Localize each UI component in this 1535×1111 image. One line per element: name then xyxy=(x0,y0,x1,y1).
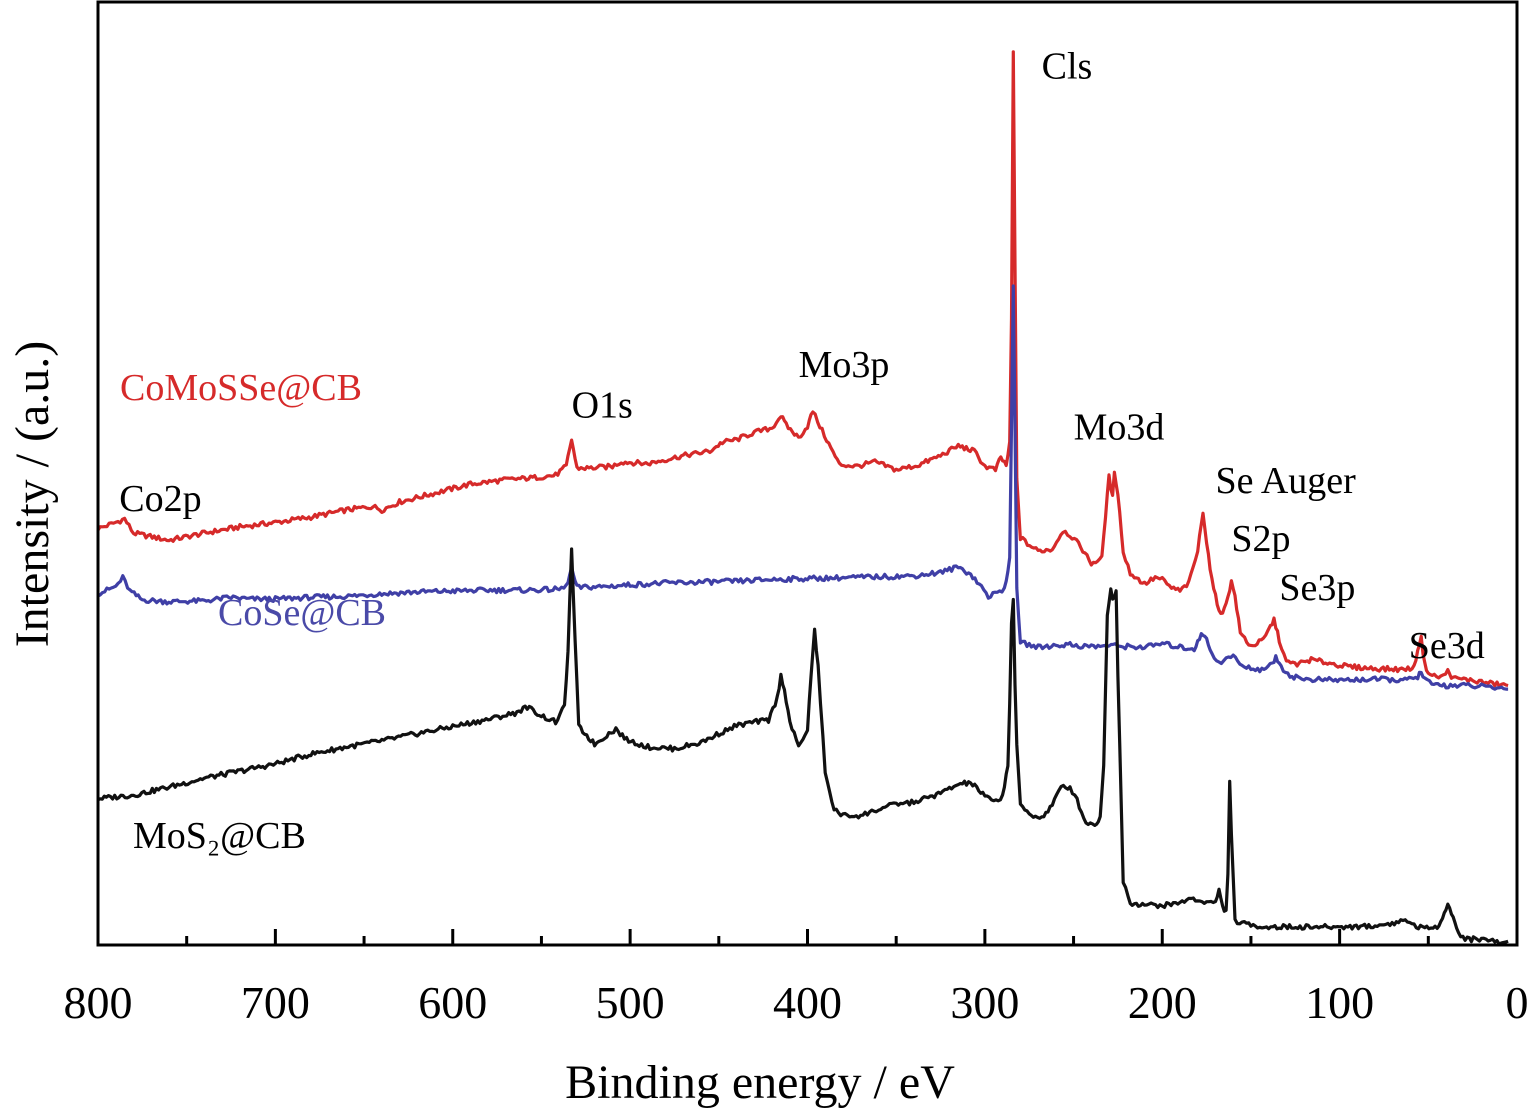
tick-layer: 800 700 600 500 400 300 200 100 0 xyxy=(64,929,1529,1028)
x-tick-label: 200 xyxy=(1128,977,1197,1028)
peak-label-mo3d: Mo3d xyxy=(1074,407,1165,449)
peak-label-se3d: Se3d xyxy=(1409,625,1485,667)
x-tick-label: 0 xyxy=(1506,977,1529,1028)
series-line-cosecb xyxy=(97,284,1509,691)
series-line-comossecb xyxy=(96,50,1509,689)
x-tick-label: 500 xyxy=(596,977,665,1028)
series-label-comossecb: CoMoSSe@CB xyxy=(120,367,362,409)
peak-label-o1s: O1s xyxy=(572,384,633,426)
peak-label-se-auger: Se Auger xyxy=(1215,460,1356,502)
peak-label-co2p: Co2p xyxy=(119,478,201,520)
series-label-cosecb: CoSe@CB xyxy=(218,592,386,634)
x-tick-label: 600 xyxy=(418,977,487,1028)
x-tick-label: 400 xyxy=(773,977,842,1028)
x-tick-label: 700 xyxy=(241,977,310,1028)
annotation-layer: Co2p O1s Mo3p Cls Mo3d Se Auger S2p Se3p Se3d xyxy=(119,46,1485,667)
peak-label-se3p: Se3p xyxy=(1279,567,1355,609)
x-tick-label: 100 xyxy=(1305,977,1374,1028)
series-label-mos2cb: MoS₂@CB xyxy=(133,815,306,857)
series-line-mos2cb xyxy=(97,547,1509,946)
x-axis-title: Binding energy / eV xyxy=(565,1056,955,1109)
peak-label-mo3p: Mo3p xyxy=(799,344,890,386)
peak-label-cls: Cls xyxy=(1042,46,1093,88)
peak-label-s2p: S2p xyxy=(1231,518,1290,560)
y-axis-title: Intensity / (a.u.) xyxy=(6,341,59,648)
x-tick-label: 300 xyxy=(950,977,1019,1028)
series-layer xyxy=(96,50,1509,946)
x-tick-label: 800 xyxy=(64,977,133,1028)
